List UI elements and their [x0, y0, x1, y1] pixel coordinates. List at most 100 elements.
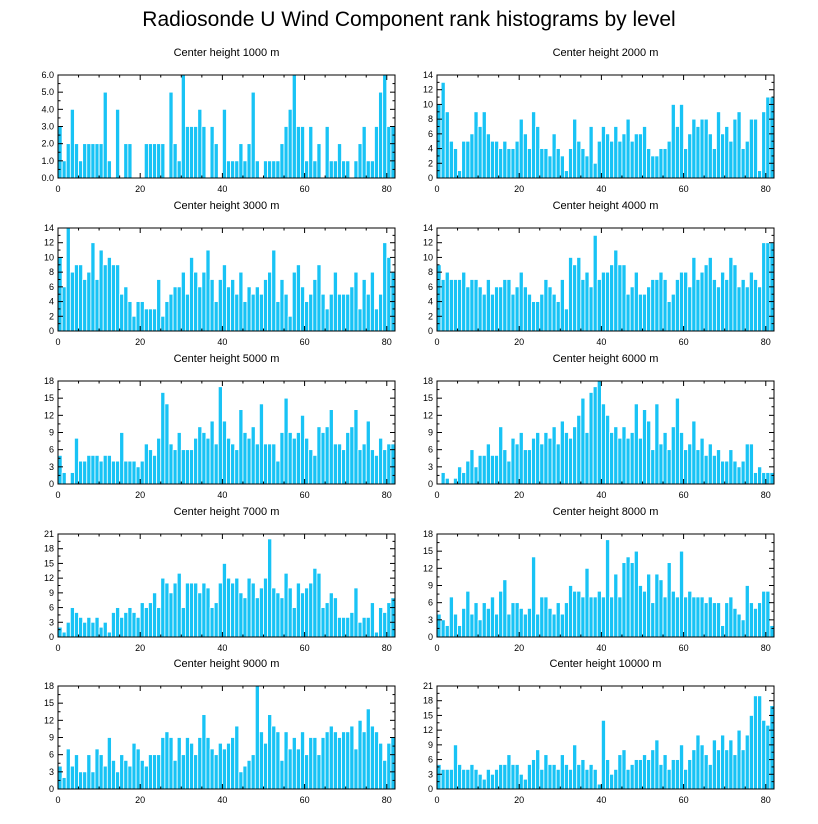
y-tick-label: 0 [49, 479, 54, 489]
histogram-bar [61, 631, 67, 638]
histogram-bar [230, 582, 236, 638]
histogram-bar [703, 118, 709, 179]
histogram-bar [127, 607, 133, 638]
page-title: Radiosonde U Wind Component rank histogr… [142, 8, 676, 31]
histogram-bar [707, 443, 713, 485]
histogram-bar [111, 759, 116, 790]
y-tick-label: 9 [49, 588, 54, 598]
histogram-bar [94, 454, 100, 485]
histogram-bar [543, 596, 549, 638]
histogram-bar [135, 301, 141, 332]
panel-title: Center height 5000 m [174, 353, 280, 365]
histogram-bar [568, 148, 574, 179]
y-tick-label: 3.0 [41, 122, 54, 132]
y-tick-label: 3 [428, 769, 433, 779]
histogram-bar [465, 768, 471, 790]
histogram-bar [547, 155, 553, 179]
x-tick-label: 40 [596, 337, 606, 347]
histogram-bar [357, 719, 363, 790]
histogram-bar [707, 257, 713, 332]
y-tick-label: 0 [428, 479, 433, 489]
histogram-bar [502, 764, 508, 790]
histogram-bar [765, 590, 771, 638]
histogram-bar [457, 279, 463, 332]
histogram-bar [724, 460, 730, 485]
histogram-bar [720, 734, 726, 790]
y-tick-label: 6 [49, 282, 54, 292]
y-tick-label: 18 [423, 696, 433, 706]
histogram-bar [328, 592, 334, 638]
histogram-bar [197, 426, 203, 485]
histogram-bar [90, 143, 96, 179]
histogram-bar [193, 437, 199, 485]
histogram-bar [386, 742, 392, 790]
y-tick-label: 6 [428, 282, 433, 292]
y-tick-label: 0.0 [41, 173, 54, 183]
histogram-bar [728, 140, 734, 179]
histogram-bar [469, 279, 475, 332]
histogram-bar [691, 596, 697, 638]
histogram-bar [209, 607, 215, 638]
histogram-bar [185, 449, 190, 485]
histogram-bar [559, 613, 565, 638]
histogram-bar [115, 264, 121, 332]
histogram-bar [436, 264, 442, 332]
histogram-bar [469, 764, 475, 790]
histogram-bar [605, 759, 611, 790]
histogram-bar [180, 607, 186, 638]
histogram-bar [131, 460, 137, 485]
histogram-bar [753, 607, 758, 638]
y-tick-label: 2 [49, 311, 54, 321]
histogram-bar [637, 293, 643, 332]
histogram-bar [57, 765, 63, 790]
histogram-bar [320, 293, 326, 332]
histogram-bar [176, 432, 182, 485]
y-tick-label: 5.0 [41, 87, 54, 97]
histogram-bar [646, 148, 652, 179]
y-tick-label: 12 [423, 725, 433, 735]
histogram-bar [617, 754, 623, 790]
histogram-bar [201, 714, 207, 790]
histogram-bar [666, 140, 672, 179]
histogram-bar [365, 160, 371, 179]
histogram-bar [345, 731, 351, 790]
y-tick-label: 0 [428, 173, 433, 183]
histogram-bar [320, 607, 326, 638]
histogram-bar [94, 748, 100, 790]
histogram-bar [695, 596, 701, 638]
histogram-bar [254, 685, 260, 790]
histogram-bar [461, 271, 467, 332]
x-tick-label: 80 [761, 184, 771, 194]
histogram-bar [465, 286, 471, 332]
panel-title: Center height 9000 m [174, 658, 280, 670]
y-tick-label: 12 [423, 563, 433, 573]
histogram-bar [152, 143, 158, 179]
histogram-bar [135, 466, 141, 485]
histogram-bar [757, 466, 763, 485]
histogram-bar [687, 590, 693, 638]
histogram-bar [378, 607, 384, 638]
histogram-bar [457, 170, 463, 179]
histogram-bar [143, 765, 149, 790]
histogram-bar [152, 308, 158, 332]
histogram-bar [131, 612, 137, 638]
x-tick-label: 40 [217, 490, 227, 500]
x-tick-label: 40 [596, 795, 606, 805]
histogram-bar [674, 759, 680, 790]
histogram-bar [304, 754, 310, 790]
histogram-bar [588, 596, 594, 638]
histogram-bar [592, 162, 598, 179]
histogram-bar [584, 271, 590, 332]
histogram-bar [94, 143, 100, 179]
histogram-bar [160, 577, 166, 638]
y-tick-label: 15 [44, 698, 54, 708]
histogram-bar [539, 293, 545, 332]
panel-title: Center height 8000 m [553, 506, 659, 518]
histogram-bar [510, 764, 516, 790]
histogram-bar [736, 613, 742, 638]
histogram-bar [617, 596, 623, 638]
histogram-bar [148, 602, 153, 638]
y-tick-label: 15 [423, 546, 433, 556]
y-tick-label: 10 [44, 252, 54, 262]
histogram-bar [711, 739, 717, 790]
